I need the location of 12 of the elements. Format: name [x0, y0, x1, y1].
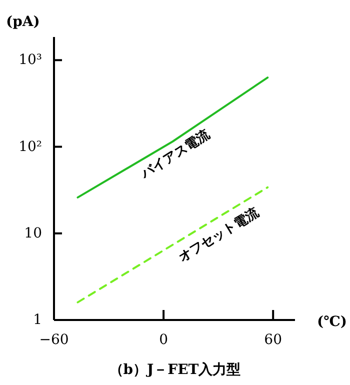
text: バイアス電流	[137, 126, 214, 182]
y-tick-label: 10	[24, 225, 42, 242]
x-axis-title: (℃)	[317, 314, 348, 330]
text: （b）J－FET入力型	[109, 362, 241, 378]
x-tick-label: 60	[264, 332, 282, 348]
y-tick-label: 10²	[18, 138, 42, 154]
text: オフセット電流	[176, 204, 263, 266]
y-axis-title: (pA)	[6, 14, 40, 30]
x-tick-label: 0	[159, 332, 168, 348]
x-tick-label: −60	[39, 332, 69, 348]
y-tick-label: 1	[33, 312, 42, 328]
y-tick-label: 10³	[18, 52, 42, 68]
